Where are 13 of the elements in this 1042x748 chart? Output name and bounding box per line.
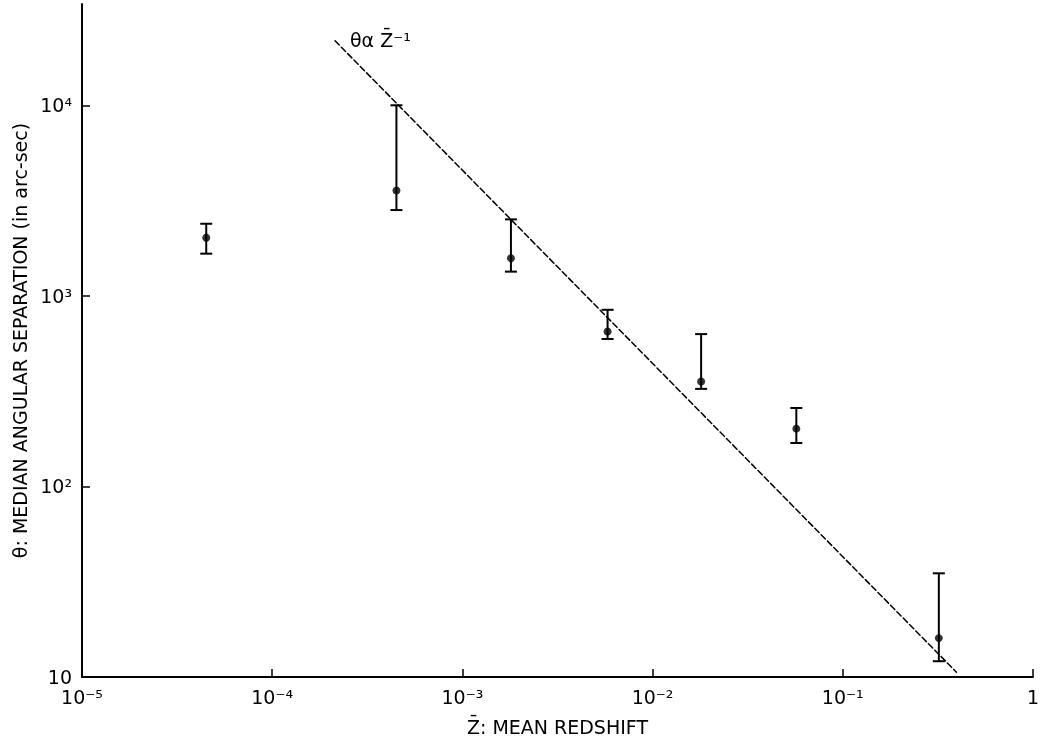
y-axis-title: θ: MEDIAN ANGULAR SEPARATION (in arc-sec) [8, 122, 31, 559]
y-tick-label: 10⁴ [40, 94, 73, 117]
y-tick-label: 10 [47, 666, 72, 688]
x-tick-label: 10⁻³ [441, 685, 484, 708]
x-tick-label: 1 [1026, 685, 1039, 708]
x-tick-label: 10⁻⁵ [61, 685, 103, 708]
y-tick-label: 10³ [40, 284, 72, 307]
y-tick-label: 10² [40, 475, 72, 498]
annotation: θα Z̄⁻¹ [350, 27, 411, 51]
x-axis-title: Z̄: MEAN REDSHIFT [466, 714, 649, 738]
x-tick-label: 10⁻¹ [821, 685, 864, 708]
x-tick-label: 10⁻² [631, 685, 674, 708]
x-tick-label: 10⁻⁴ [251, 685, 294, 708]
